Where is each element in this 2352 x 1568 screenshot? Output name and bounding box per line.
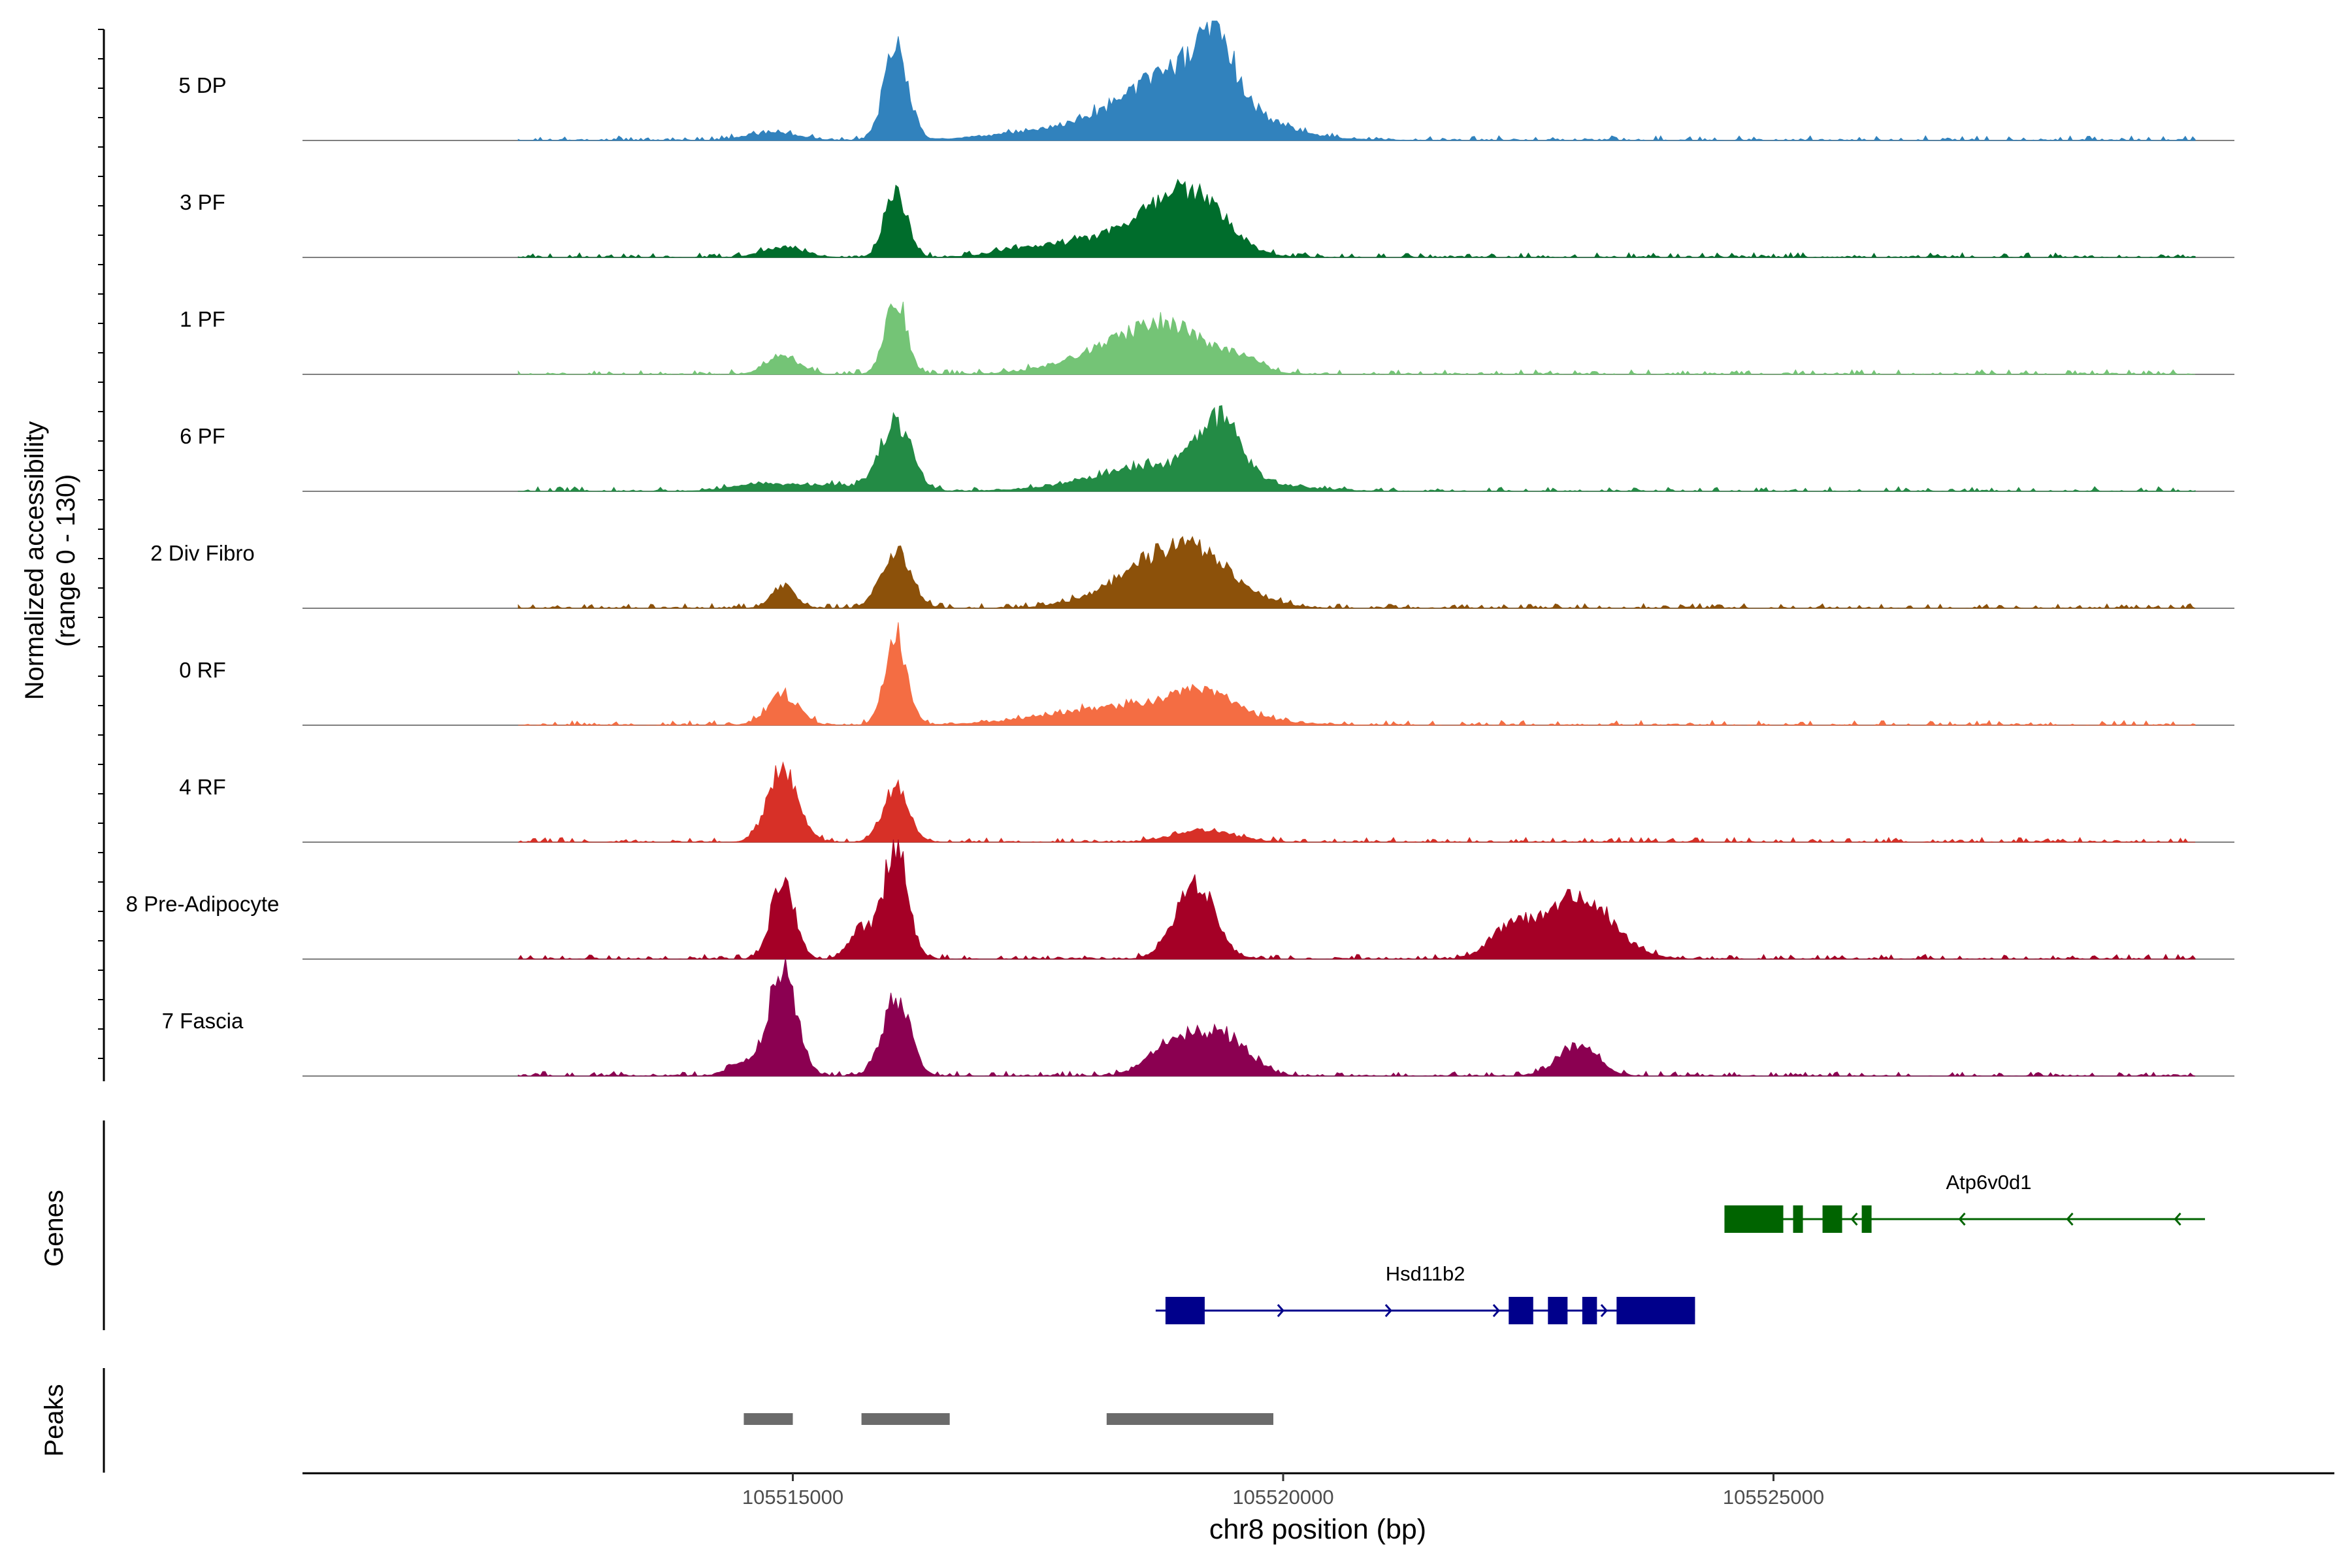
gene-exon bbox=[1582, 1297, 1597, 1324]
track-label: 2 Div Fibro bbox=[150, 541, 255, 565]
strand-arrow bbox=[1850, 1213, 1858, 1226]
gene-exon bbox=[1861, 1205, 1872, 1233]
track-label: 5 DP bbox=[178, 73, 226, 97]
track-4-rf: 4 RF bbox=[179, 761, 2234, 843]
track-label: 4 RF bbox=[179, 775, 226, 799]
x-axis-label: chr8 position (bp) bbox=[1209, 1514, 1426, 1545]
track-1-pf: 1 PF bbox=[180, 301, 2234, 375]
track-0-rf: 0 RF bbox=[179, 622, 2234, 726]
peak-region bbox=[1106, 1413, 1274, 1425]
y-axis-label: Normalized accessibility bbox=[20, 421, 49, 700]
gene-exon bbox=[1724, 1205, 1784, 1233]
track-5-dp: 5 DP bbox=[178, 20, 2234, 142]
coverage-area bbox=[517, 405, 2196, 492]
coverage-area bbox=[518, 622, 2196, 726]
track-label: 3 PF bbox=[180, 190, 225, 214]
gene-atp6v0d1: Atp6v0d1 bbox=[1724, 1171, 2205, 1233]
track-2-div-fibro: 2 Div Fibro bbox=[150, 536, 2234, 609]
x-axis: chr8 position (bp) 105515000 105520000 105… bbox=[302, 1472, 2334, 1545]
gene-exon bbox=[1548, 1297, 1568, 1324]
gene-exon bbox=[1793, 1205, 1803, 1233]
strand-arrow bbox=[2174, 1213, 2181, 1226]
track-label: 1 PF bbox=[180, 307, 225, 331]
coverage-area bbox=[517, 761, 2195, 843]
gene-name: Hsd11b2 bbox=[1386, 1262, 1465, 1285]
strand-arrow bbox=[1600, 1304, 1608, 1317]
peak-region bbox=[743, 1413, 793, 1425]
genes-track: Genes Hsd11b2 Atp6v0d1 bbox=[40, 1120, 2205, 1330]
x-tick-label: 105515000 bbox=[742, 1486, 843, 1509]
gene-exon bbox=[1616, 1297, 1695, 1324]
track-label: 7 Fascia bbox=[162, 1009, 244, 1033]
x-tick-label: 105525000 bbox=[1723, 1486, 1824, 1509]
y-axis-range: (range 0 - 130) bbox=[52, 474, 80, 647]
coverage-area bbox=[517, 20, 2196, 142]
coverage-y-axis bbox=[98, 29, 105, 1081]
track-3-pf: 3 PF bbox=[180, 178, 2234, 258]
gene-exon bbox=[1822, 1205, 1842, 1233]
gene-exon bbox=[1165, 1297, 1205, 1324]
track-6-pf: 6 PF bbox=[180, 405, 2234, 492]
coverage-tracks: 5 DP 3 PF 1 PF 6 PF 2 Div Fibro 0 RF 4 RF 8 Pre… bbox=[126, 20, 2234, 1077]
coverage-area bbox=[517, 840, 2196, 960]
coverage-area bbox=[517, 536, 2196, 609]
gene-exon bbox=[1509, 1297, 1533, 1324]
gene-hsd11b2: Hsd11b2 bbox=[1155, 1262, 1695, 1324]
coverage-area bbox=[517, 178, 2196, 258]
peak-region bbox=[861, 1413, 950, 1425]
y-axis-title: Normalized accessibility (range 0 - 130) bbox=[20, 421, 80, 700]
peaks-track: Peaks bbox=[40, 1368, 1274, 1473]
track-7-fascia: 7 Fascia bbox=[162, 957, 2234, 1077]
gene-name: Atp6v0d1 bbox=[1946, 1171, 2031, 1194]
coverage-area bbox=[517, 957, 2196, 1077]
strand-arrow bbox=[1384, 1304, 1392, 1317]
track-label: 0 RF bbox=[179, 658, 226, 682]
strand-arrow bbox=[2066, 1213, 2074, 1226]
genes-track-label: Genes bbox=[40, 1190, 69, 1267]
peaks-track-label: Peaks bbox=[40, 1384, 69, 1456]
track-label: 6 PF bbox=[180, 424, 225, 448]
track-label: 8 Pre-Adipocyte bbox=[126, 892, 280, 916]
track-8-pre-adipocyte: 8 Pre-Adipocyte bbox=[126, 840, 2234, 960]
coverage-area bbox=[517, 301, 2195, 375]
strand-arrow bbox=[1277, 1304, 1284, 1317]
strand-arrow bbox=[1958, 1213, 1966, 1226]
x-tick-label: 105520000 bbox=[1232, 1486, 1333, 1509]
strand-arrow bbox=[1492, 1304, 1500, 1317]
